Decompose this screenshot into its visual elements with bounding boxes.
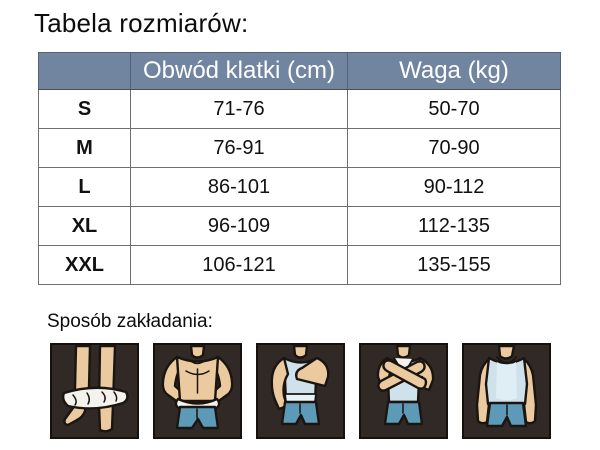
instruction-step-4 (359, 343, 448, 439)
weight-range-cell: 70-90 (347, 128, 561, 168)
instruction-step-5 (462, 343, 551, 439)
instructions-heading: Sposób zakładania: (47, 311, 213, 332)
step-legs-into-garment-icon (61, 345, 129, 433)
step-first-arm-through-icon (270, 345, 330, 426)
size-table: Obwód klatki (cm) Waga (kg) S 71-76 50-7… (38, 52, 561, 285)
chest-range-cell: 106-121 (130, 245, 348, 285)
chest-range-cell: 96-109 (130, 206, 348, 246)
instruction-steps (50, 343, 551, 440)
step-pull-up-to-waist-icon (161, 345, 234, 430)
size-cell: XXL (38, 245, 131, 285)
column-header-size (38, 52, 131, 90)
chest-range-cell: 71-76 (130, 89, 348, 129)
table-row: L 86-101 90-112 (38, 167, 561, 207)
table-row: XL 96-109 112-135 (38, 206, 561, 246)
column-header-weight: Waga (kg) (347, 52, 561, 90)
instruction-step-3 (256, 343, 345, 439)
size-cell: XL (38, 206, 131, 246)
weight-range-cell: 112-135 (347, 206, 561, 246)
instruction-step-2 (153, 343, 242, 439)
step-second-arm-through-icon (376, 345, 435, 426)
table-row: XXL 106-121 135-155 (38, 245, 561, 285)
table-row: M 76-91 70-90 (38, 128, 561, 168)
chest-range-cell: 76-91 (130, 128, 348, 168)
weight-range-cell: 90-112 (347, 167, 561, 207)
weight-range-cell: 50-70 (347, 89, 561, 129)
step-vest-fully-on-icon (475, 345, 538, 428)
table-row: S 71-76 50-70 (38, 89, 561, 129)
weight-range-cell: 135-155 (347, 245, 561, 285)
column-header-chest: Obwód klatki (cm) (130, 52, 348, 90)
size-cell: S (38, 89, 131, 129)
size-cell: M (38, 128, 131, 168)
instruction-step-1 (50, 343, 139, 439)
chest-range-cell: 86-101 (130, 167, 348, 207)
page-title: Tabela rozmiarów: (34, 8, 249, 38)
size-cell: L (38, 167, 131, 207)
table-header-row: Obwód klatki (cm) Waga (kg) (38, 52, 561, 90)
